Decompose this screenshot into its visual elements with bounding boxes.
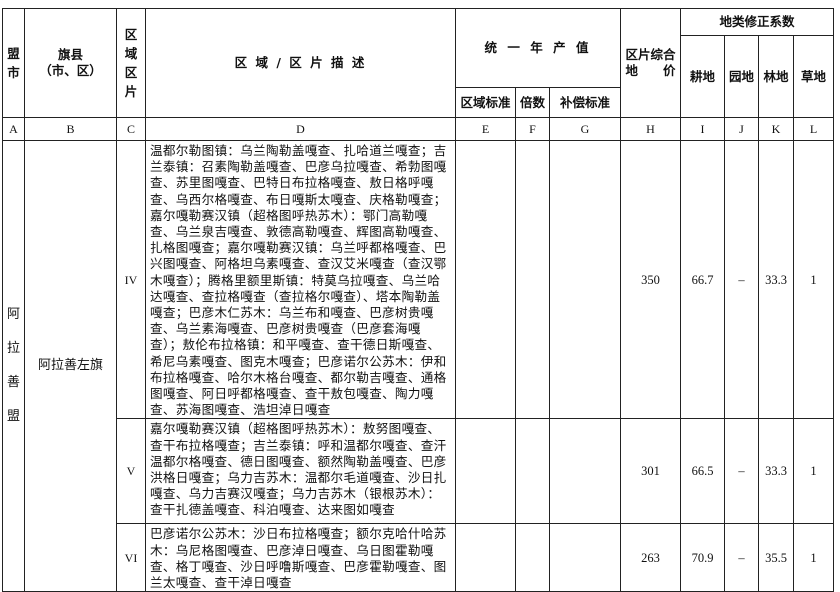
league-cell: 阿拉善盟 [2,139,25,592]
multiple-cell [515,418,550,525]
header-correction: 地类修正系数 [680,8,835,36]
garden-cell: – [724,418,760,525]
grass-cell: 1 [793,523,835,592]
letter-g: G [548,117,622,141]
letter-f: F [515,117,550,141]
forest-cell: 33.3 [758,418,795,525]
table-row: V 嘉尔嘎勒赛汉镇（超格图呼热苏木）：敖努图嘎查、查干布拉格嘎查；吉兰泰镇：呼和… [3,418,835,525]
header-banner-county: 旗县 （市、区） [24,8,117,118]
letter-c: C [116,117,146,141]
grass-cell: 1 [793,418,835,525]
zone-cell: V [116,418,146,525]
letter-a: A [2,117,25,141]
forest-cell: 35.5 [758,523,795,592]
zone-cell: VI [116,523,146,592]
cultivated-cell: 66.7 [680,139,726,420]
zone-cell: IV [116,139,146,420]
cultivated-cell: 66.5 [680,418,726,525]
letter-e: E [455,117,516,141]
description-cell: 嘉尔嘎勒赛汉镇（超格图呼热苏木）：敖努图嘎查、查干布拉格嘎查；吉兰泰镇：呼和温都… [145,418,456,525]
letter-b: B [24,117,117,141]
garden-cell: – [724,139,760,420]
letter-h: H [620,117,682,141]
grass-cell: 1 [793,139,835,420]
header-compensation-standard: 补偿标准 [548,87,622,118]
garden-cell: – [724,523,760,592]
regional-standard-cell [455,523,516,592]
header-multiple: 倍数 [515,87,550,118]
description-cell: 巴彦诺尔公苏木：沙日布拉格嘎查；额尔克哈什哈苏木：乌尼格图嘎查、巴彦淖日嘎查、乌… [145,523,456,592]
header-composite-price: 区片综合地 价 [620,8,682,118]
header-forest: 林地 [758,35,795,118]
forest-cell: 33.3 [758,139,795,420]
letter-l: L [793,117,835,141]
table-row: 阿拉善盟 阿拉善左旗 IV 温都尔勒图镇：乌兰陶勒盖嘎查、扎哈道兰嘎查；吉兰泰镇… [2,139,835,592]
letter-d: D [145,117,456,141]
header-garden: 园地 [724,35,760,118]
header-regional-standard: 区域标准 [455,87,516,118]
header-grass: 草地 [793,35,835,118]
price-cell: 263 [620,523,682,592]
land-price-grid: 盟市 旗县 （市、区） 区域区片 区 域 / 区 片 描 述 统 一 年 产 值 … [2,8,835,592]
multiple-cell [515,139,550,420]
header-description: 区 域 / 区 片 描 述 [145,8,456,118]
multiple-cell [515,523,550,592]
letter-k: K [758,117,795,141]
compensation-standard-cell [548,523,622,592]
header-zone: 区域区片 [116,8,146,118]
compensation-standard-cell [548,139,622,420]
cultivated-cell: 70.9 [680,523,726,592]
letter-row: A B C D E F G H I J K L [2,117,835,141]
regional-standard-cell [455,139,516,420]
letter-i: I [680,117,726,141]
county-cell: 阿拉善左旗 [24,139,117,592]
compensation-standard-cell [548,418,622,525]
header-cultivated: 耕地 [680,35,726,118]
table-row: VI 巴彦诺尔公苏木：沙日布拉格嘎查；额尔克哈什哈苏木：乌尼格图嘎查、巴彦淖日嘎… [3,523,835,592]
price-cell: 301 [620,418,682,525]
header-league-city: 盟市 [2,8,25,118]
description-cell: 温都尔勒图镇：乌兰陶勒盖嘎查、扎哈道兰嘎查；吉兰泰镇：召素陶勒盖嘎查、巴彦乌拉嘎… [145,139,456,420]
price-cell: 350 [620,139,682,420]
letter-j: J [724,117,760,141]
header-annual-output: 统 一 年 产 值 [454,8,622,88]
regional-standard-cell [455,418,516,525]
